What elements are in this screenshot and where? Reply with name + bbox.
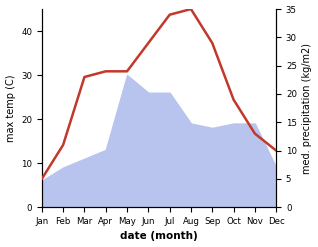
Y-axis label: med. precipitation (kg/m2): med. precipitation (kg/m2) — [302, 43, 313, 174]
X-axis label: date (month): date (month) — [120, 231, 198, 242]
Y-axis label: max temp (C): max temp (C) — [5, 74, 16, 142]
